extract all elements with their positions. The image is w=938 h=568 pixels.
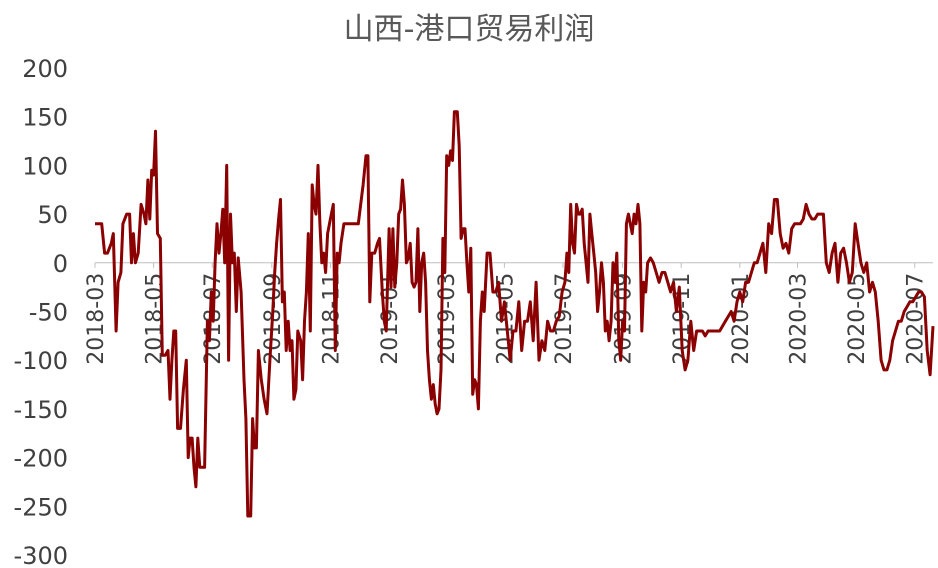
y-tick-label: 150	[22, 104, 68, 132]
y-tick-label: -150	[14, 396, 68, 424]
y-tick-label: -100	[14, 347, 68, 375]
series-layer	[95, 110, 935, 518]
y-tick-label: -250	[14, 493, 68, 521]
x-tick-label: 2018-11	[319, 273, 344, 365]
x-tick-label: 2018-03	[84, 273, 109, 365]
y-tick-label: 200	[22, 55, 68, 83]
y-tick-label: -300	[14, 542, 68, 568]
x-tick-label: 2020-03	[786, 273, 811, 365]
chart-title: 山西-港口贸易利润	[343, 12, 595, 47]
y-tick-label: 50	[37, 201, 68, 229]
series-line	[95, 110, 935, 518]
x-tick-label: 2020-05	[845, 273, 870, 365]
y-tick-label: -50	[29, 299, 68, 327]
y-tick-label: 0	[53, 250, 68, 278]
y-tick-label: 100	[22, 152, 68, 180]
y-tick-label: -200	[14, 445, 68, 473]
y-axis-ticks: 200 150 100 50 0 -50 -100 -150 -200 -250 -300	[14, 55, 68, 568]
x-tick-label: 2018-05	[143, 273, 168, 365]
x-tick-label: 2019-03	[435, 273, 460, 365]
